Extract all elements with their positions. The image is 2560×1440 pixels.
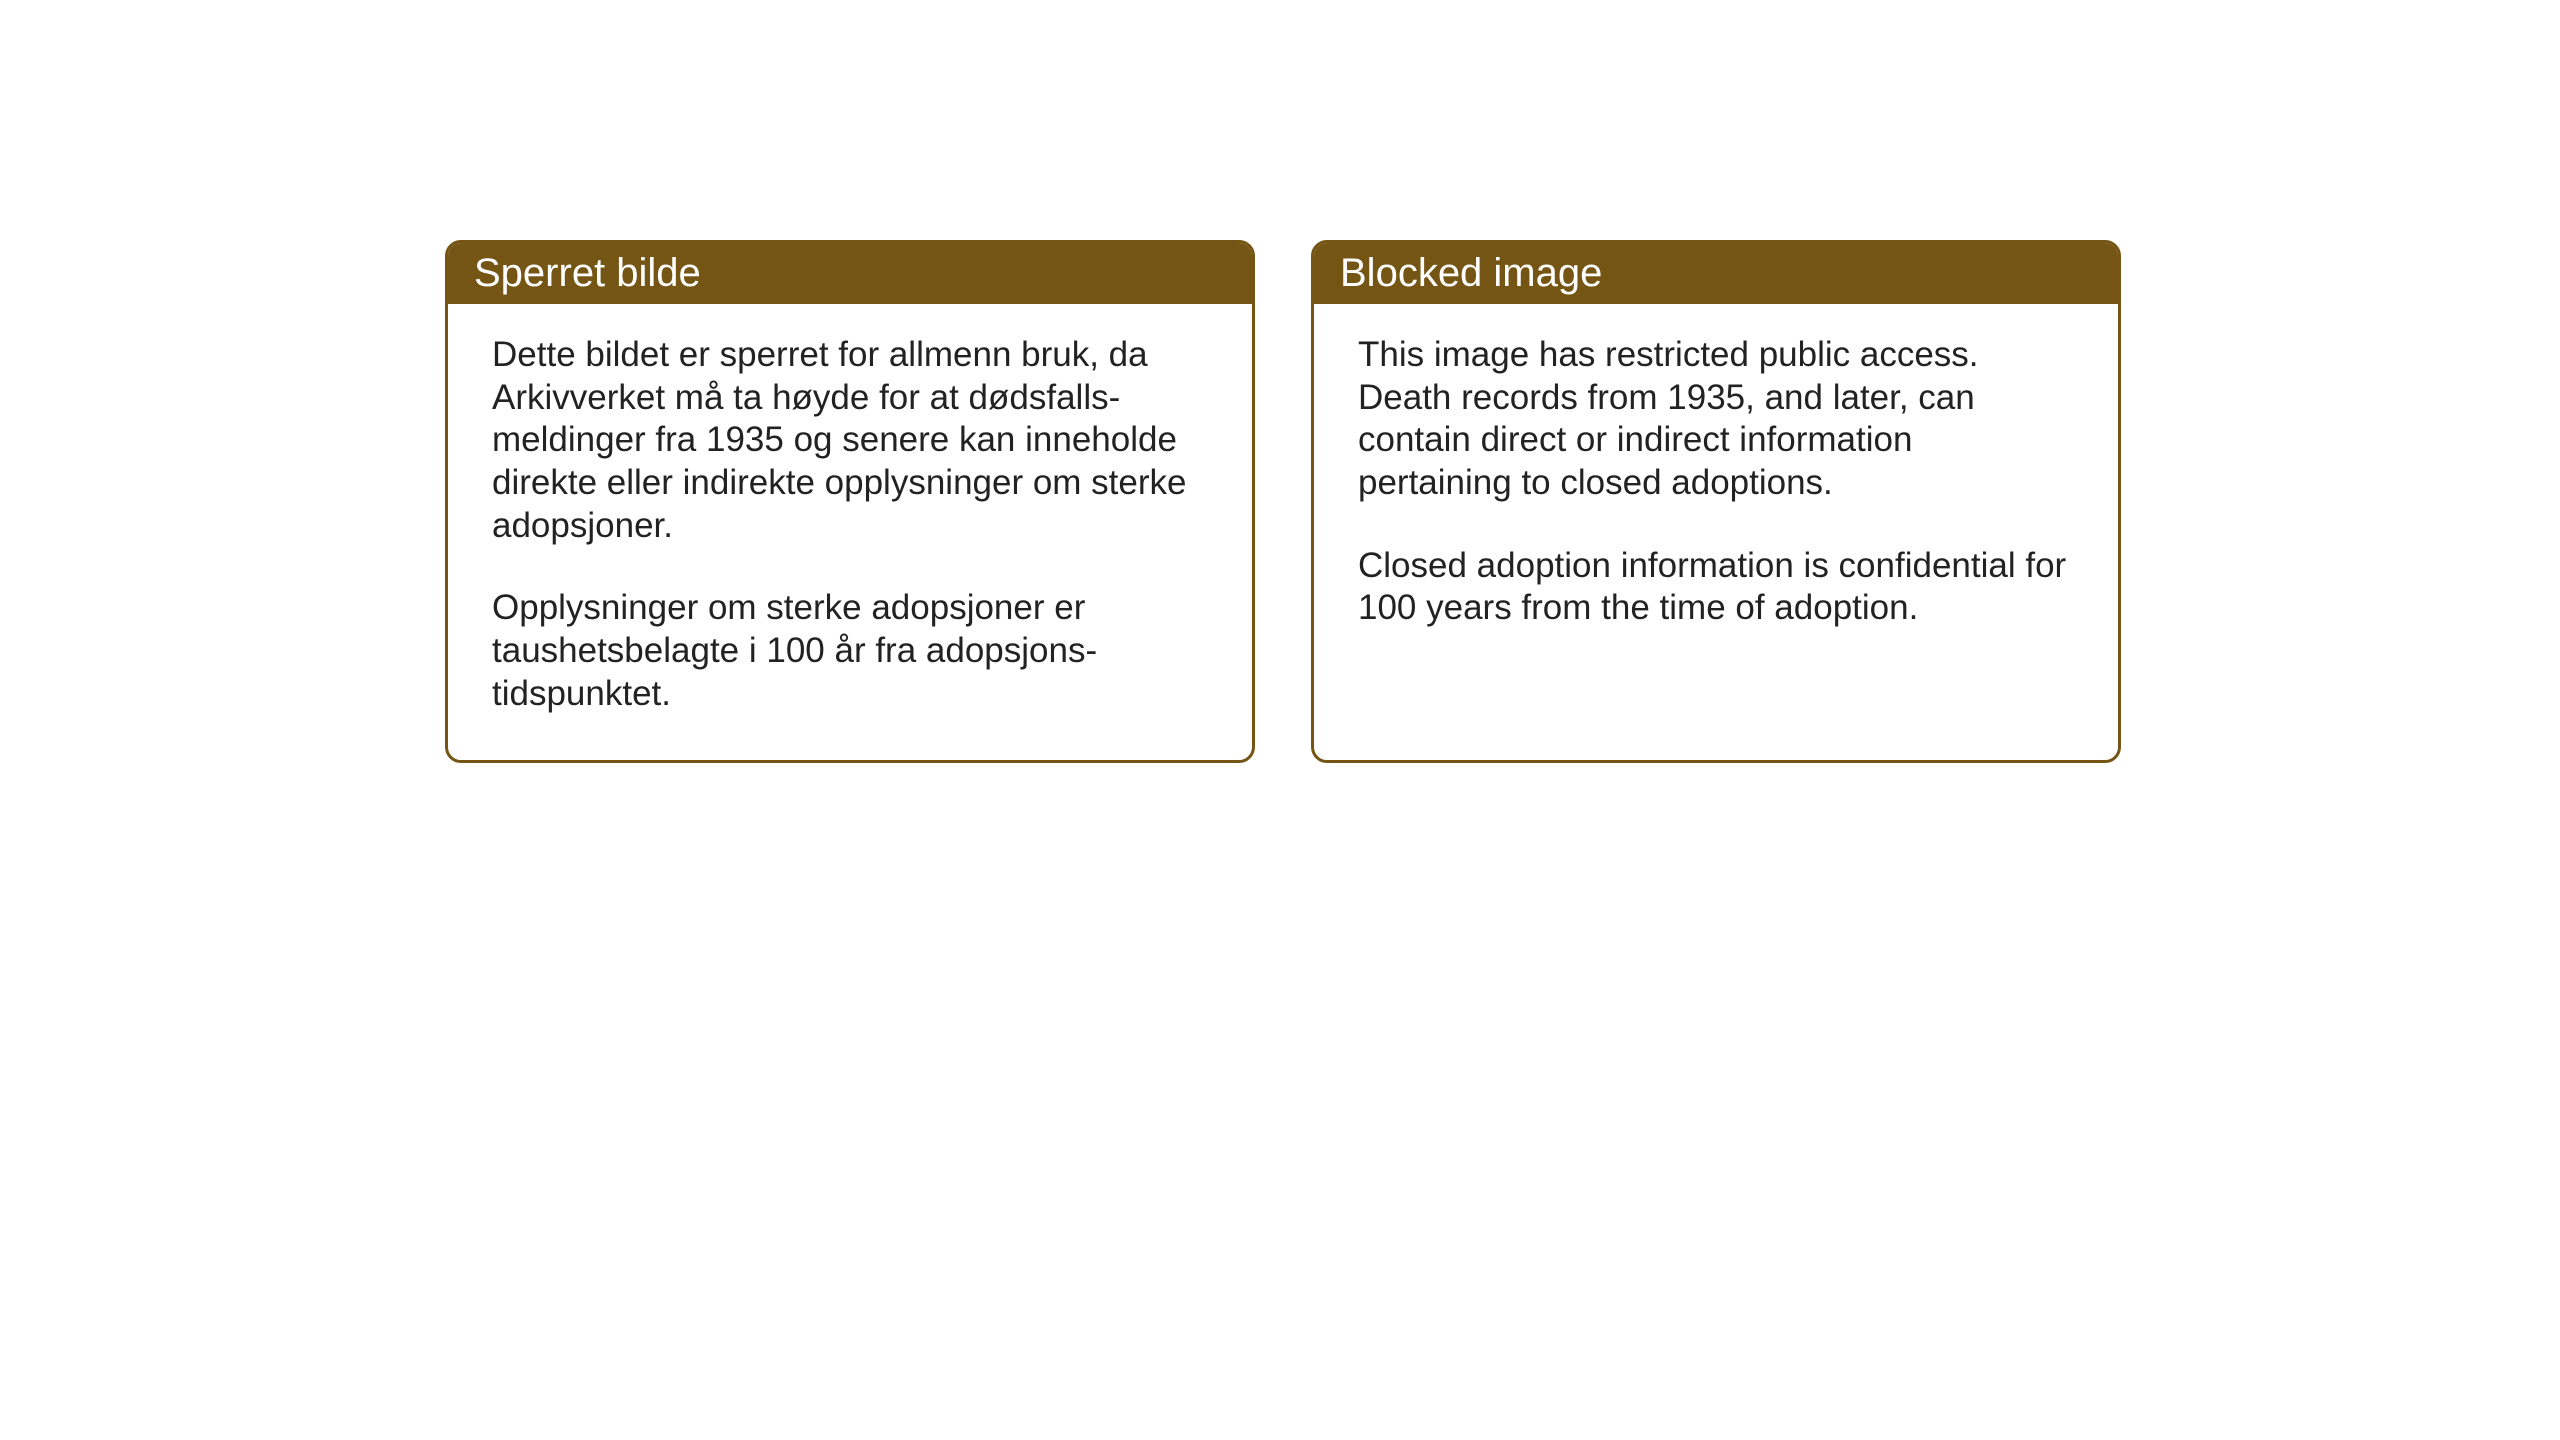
paragraph-english-2: Closed adoption information is confident… [1358,545,2074,630]
paragraph-norwegian-1: Dette bildet er sperret for allmenn bruk… [492,334,1208,547]
card-english: Blocked image This image has restricted … [1311,240,2121,763]
card-body-norwegian: Dette bildet er sperret for allmenn bruk… [448,304,1252,760]
card-header-english: Blocked image [1314,243,2118,304]
card-body-english: This image has restricted public access.… [1314,304,2118,674]
cards-container: Sperret bilde Dette bildet er sperret fo… [445,240,2121,763]
paragraph-english-1: This image has restricted public access.… [1358,334,2074,505]
paragraph-norwegian-2: Opplysninger om sterke adopsjoner er tau… [492,587,1208,715]
card-header-norwegian: Sperret bilde [448,243,1252,304]
card-norwegian: Sperret bilde Dette bildet er sperret fo… [445,240,1255,763]
